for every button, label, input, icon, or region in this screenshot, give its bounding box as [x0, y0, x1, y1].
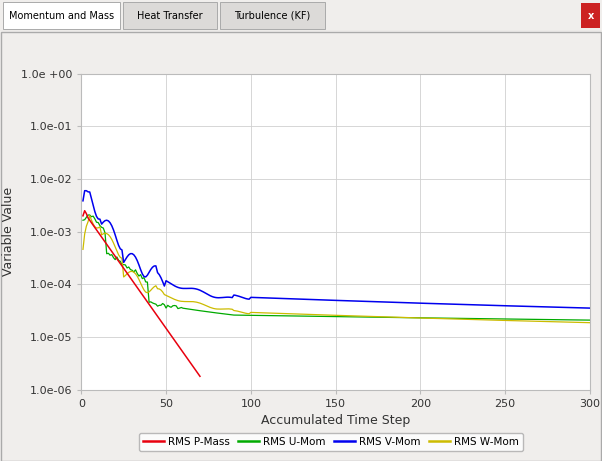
Bar: [220, 2, 325, 29]
Text: Heat Transfer: Heat Transfer: [137, 11, 203, 21]
Text: Momentum and Mass: Momentum and Mass: [9, 11, 114, 21]
Text: x: x: [588, 11, 594, 21]
Bar: [123, 2, 217, 29]
Legend: RMS P-Mass, RMS U-Mom, RMS V-Mom, RMS W-Mom: RMS P-Mass, RMS U-Mom, RMS V-Mom, RMS W-…: [139, 433, 523, 451]
Text: Turbulence (KF): Turbulence (KF): [234, 11, 311, 21]
Bar: [581, 2, 600, 28]
Y-axis label: Variable Value: Variable Value: [2, 187, 15, 276]
Bar: [3, 2, 120, 29]
X-axis label: Accumulated Time Step: Accumulated Time Step: [261, 414, 410, 427]
